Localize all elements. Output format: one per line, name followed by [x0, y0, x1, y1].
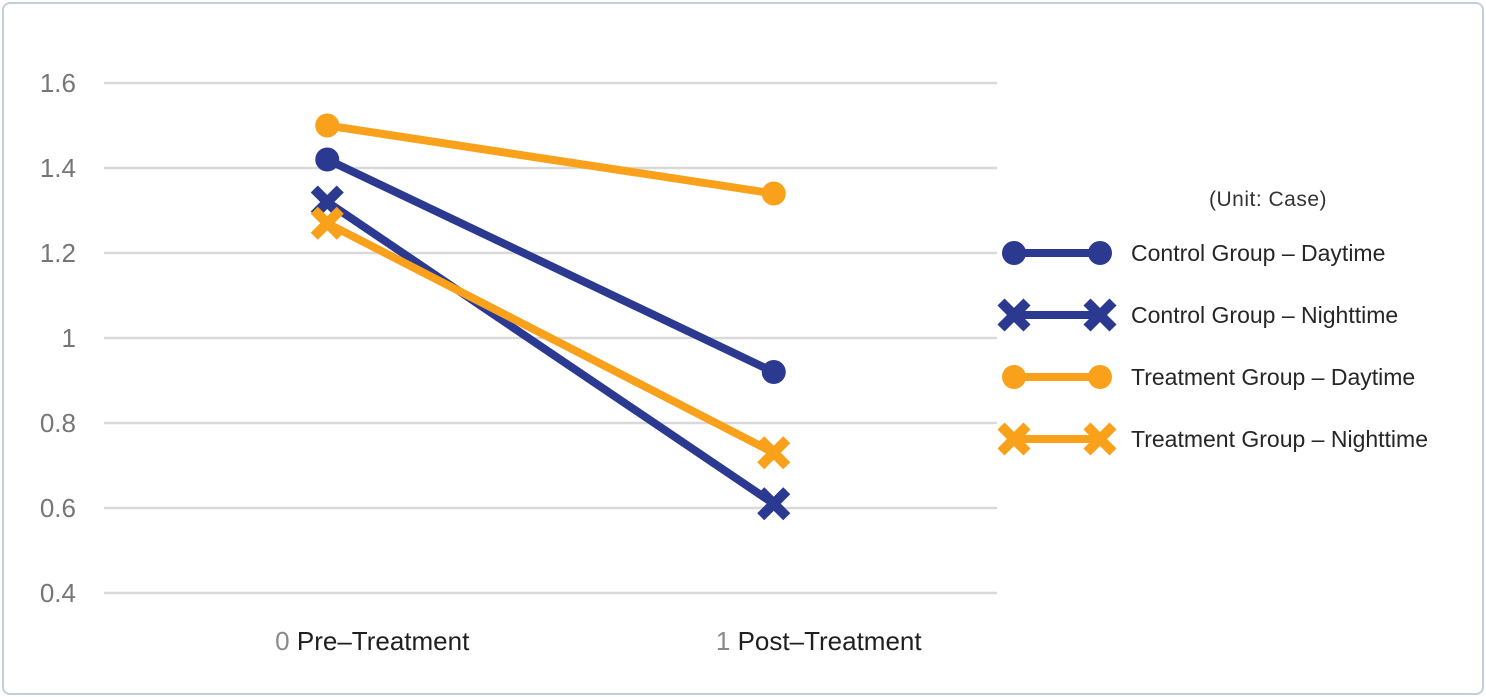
legend-item-label: Treatment Group – Daytime: [1131, 363, 1416, 390]
data-point-marker: [761, 360, 786, 384]
legend-item: Treatment Group – Nighttime: [997, 408, 1428, 470]
x-axis-tick-label: 0 Pre–Treatment: [275, 626, 470, 656]
y-axis-tick-label: 0.6: [40, 493, 76, 523]
line-chart: 1.6 1.4 1.2 1 0.8 0.6 0.4 0 Pre–Treatment 1 Post…: [40, 68, 997, 656]
y-axis-tick-label: 1.4: [40, 153, 76, 183]
data-point-marker: [315, 113, 340, 138]
y-axis-tick-label: 1.2: [40, 238, 76, 268]
series-line-3: [323, 219, 778, 457]
y-axis-tick-label: 0.8: [40, 408, 76, 438]
data-point-marker: [757, 436, 791, 470]
legend-item: Control Group – Nighttime: [997, 284, 1428, 346]
series-line-2: [323, 121, 778, 198]
legend-item: Control Group – Daytime: [997, 222, 1428, 284]
legend-item: Treatment Group – Daytime: [997, 346, 1428, 408]
legend-item-label: Treatment Group – Nighttime: [1131, 425, 1428, 452]
series-line-1: [323, 198, 778, 508]
series-line-0: [323, 155, 778, 376]
legend-x-marker-icon: [997, 298, 1117, 332]
legend-item-label: Control Group – Nighttime: [1131, 301, 1399, 328]
legend-circle-marker-icon: [1002, 241, 1112, 265]
y-axis-tick-label: 0.4: [40, 578, 76, 608]
data-point-marker: [757, 487, 791, 521]
x-axis-tick-label: 1 Post–Treatment: [716, 626, 922, 656]
legend-item-label: Control Group – Daytime: [1131, 239, 1386, 266]
legend-circle-marker-icon: [1002, 365, 1112, 389]
legend-x-marker-icon: [997, 422, 1117, 456]
unit-annotation: (Unit: Case): [1208, 188, 1328, 211]
data-point-marker: [315, 147, 340, 172]
chart-legend: Control Group – Daytime Control Group – N…: [997, 222, 1428, 470]
data-point-marker: [310, 206, 344, 240]
data-point-marker: [761, 181, 786, 206]
y-axis-tick-label: 1: [62, 323, 76, 353]
y-axis-tick-label: 1.6: [40, 68, 76, 98]
